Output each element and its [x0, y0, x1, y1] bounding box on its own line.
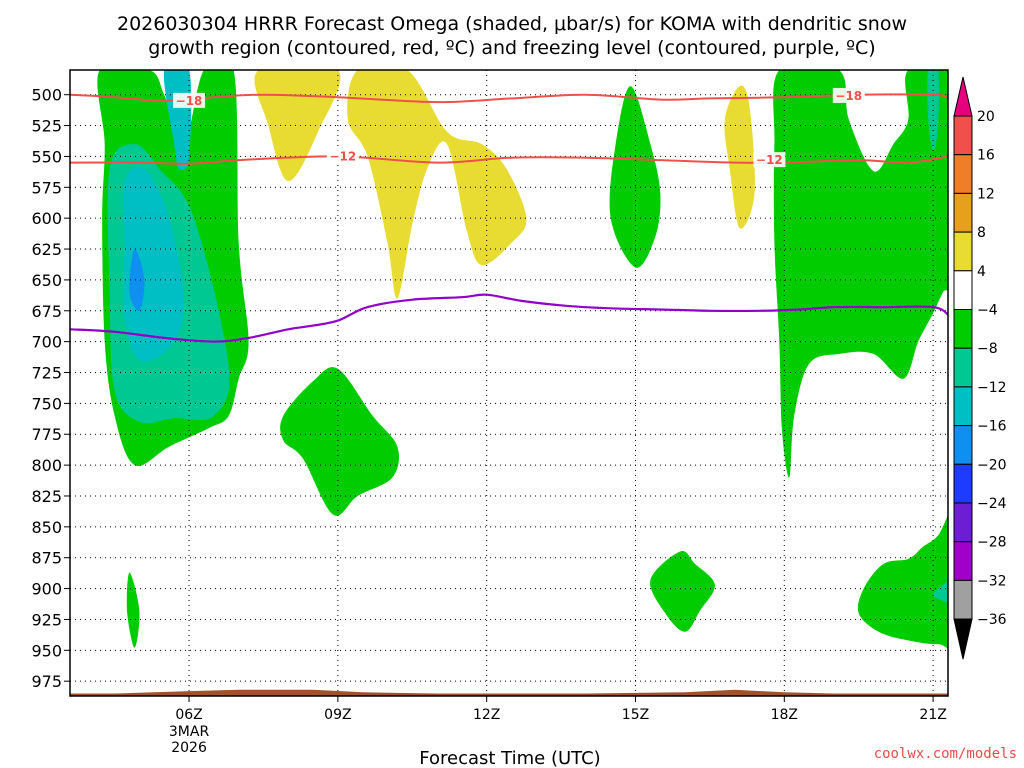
x-tick-label: 15Z	[622, 707, 649, 723]
freezing-level-line	[70, 293, 948, 343]
x-tick-label: 21Z	[919, 707, 946, 723]
y-tick-label: 825	[31, 487, 62, 506]
omega-region-14	[347, 70, 527, 299]
contour-label-bg	[173, 92, 206, 108]
colorbar-segment	[953, 115, 973, 156]
y-tick-label: 900	[31, 580, 62, 599]
dgz-isotherm-line	[70, 155, 948, 165]
y-tick-label: 500	[31, 86, 62, 105]
y-axis: 500 525 550 575 600 625 650 675 700 725 750 775 800 8…	[31, 86, 70, 691]
contour-label-bg	[326, 148, 359, 164]
colorbar-tick-label: −20	[977, 457, 1007, 473]
y-tick-label: 700	[31, 333, 62, 352]
chart-title-line-2: growth region (contoured, red, ºC) and f…	[148, 37, 875, 59]
colorbar-segment	[953, 270, 973, 310]
colorbar-tick-label: 4	[977, 264, 986, 280]
colorbar-tick-label: −36	[977, 612, 1007, 628]
colorbar-tick-label: 12	[977, 186, 995, 202]
colorbar-tick-label: −4	[977, 303, 998, 319]
credit-text: coolwx.com/models	[874, 746, 1017, 762]
omega-shading-layer	[97, 70, 948, 649]
colorbar-tick-label: −12	[977, 380, 1007, 396]
colorbar-segment	[953, 541, 973, 581]
colorbar-segment	[953, 192, 973, 233]
contour-label: −18	[835, 89, 862, 103]
y-tick-label: 650	[31, 271, 62, 290]
colorbar-segment	[953, 386, 973, 427]
chart-title-line-1: 2026030304 HRRR Forecast Omega (shaded, …	[117, 13, 907, 35]
omega-region-4	[129, 248, 145, 312]
x-axis-label: Forecast Time (UTC)	[419, 748, 600, 768]
omega-region-3	[123, 166, 185, 362]
colorbar-tick-label: −24	[977, 496, 1007, 512]
y-tick-label: 675	[31, 302, 62, 321]
y-tick-label: 925	[31, 610, 62, 629]
contour-label-bg	[832, 87, 865, 103]
colorbar-segment	[953, 579, 973, 620]
omega-region-8	[650, 551, 715, 632]
x-tick-label: 18Z	[771, 707, 798, 723]
x-tick-label: 09Z	[324, 707, 351, 723]
colorbar-tick-label: −16	[977, 419, 1007, 435]
omega-region-6	[280, 367, 400, 516]
colorbar-segment	[953, 154, 973, 194]
y-tick-label: 575	[31, 178, 62, 197]
y-tick-label: 525	[31, 117, 62, 136]
y-tick-label: 875	[31, 549, 62, 568]
colorbar-top-arrow	[953, 76, 973, 117]
colorbar-tick-label: 20	[977, 109, 995, 125]
x-tick-date-label: 3MAR	[169, 724, 210, 740]
colorbar-tick-label: −8	[977, 341, 998, 357]
colorbar-segment	[953, 347, 973, 388]
colorbar-segment	[953, 309, 973, 349]
y-tick-label: 775	[31, 425, 62, 444]
colorbar-tick-label: −32	[977, 573, 1007, 589]
y-tick-label: 725	[31, 364, 62, 383]
contour-layer: −18 −18 −12 −12	[70, 87, 948, 343]
colorbar-segment	[953, 502, 973, 543]
x-tick-year-label: 2026	[171, 740, 207, 756]
colorbar: 20 16 12 8 4 −4 −8 −12 −16 −20 −24 −28 −32 −36	[953, 76, 1007, 660]
omega-region-5	[126, 572, 140, 648]
contour-label: −18	[176, 94, 203, 108]
omega-region-15	[724, 85, 755, 229]
colorbar-segment	[953, 231, 973, 272]
y-tick-label: 600	[31, 209, 62, 228]
terrain-fill	[70, 689, 948, 696]
y-tick-label: 625	[31, 240, 62, 259]
omega-region-13	[254, 70, 341, 182]
omega-region-9	[773, 70, 948, 478]
colorbar-tick-label: 8	[977, 225, 986, 241]
colorbar-tick-label: 16	[977, 148, 995, 164]
y-tick-label: 550	[31, 147, 62, 166]
colorbar-tick-label: −28	[977, 535, 1007, 551]
contour-label: −12	[756, 153, 783, 167]
y-tick-label: 800	[31, 456, 62, 475]
y-tick-label: 975	[31, 672, 62, 691]
x-tick-label: 12Z	[473, 707, 500, 723]
x-tick-label: 06Z	[175, 707, 202, 723]
plot-frame	[69, 69, 949, 697]
omega-region-11	[857, 515, 948, 649]
colorbar-bottom-arrow	[953, 618, 973, 660]
contour-label-bg	[753, 152, 786, 168]
contour-label: −12	[329, 149, 356, 163]
colorbar-segment	[953, 463, 973, 504]
omega-region-12	[933, 579, 948, 604]
colorbar-segment	[953, 425, 973, 465]
y-tick-label: 950	[31, 641, 62, 660]
y-tick-label: 750	[31, 394, 62, 413]
omega-region-7	[609, 86, 661, 268]
y-tick-label: 850	[31, 518, 62, 537]
terrain-layer	[70, 689, 948, 696]
